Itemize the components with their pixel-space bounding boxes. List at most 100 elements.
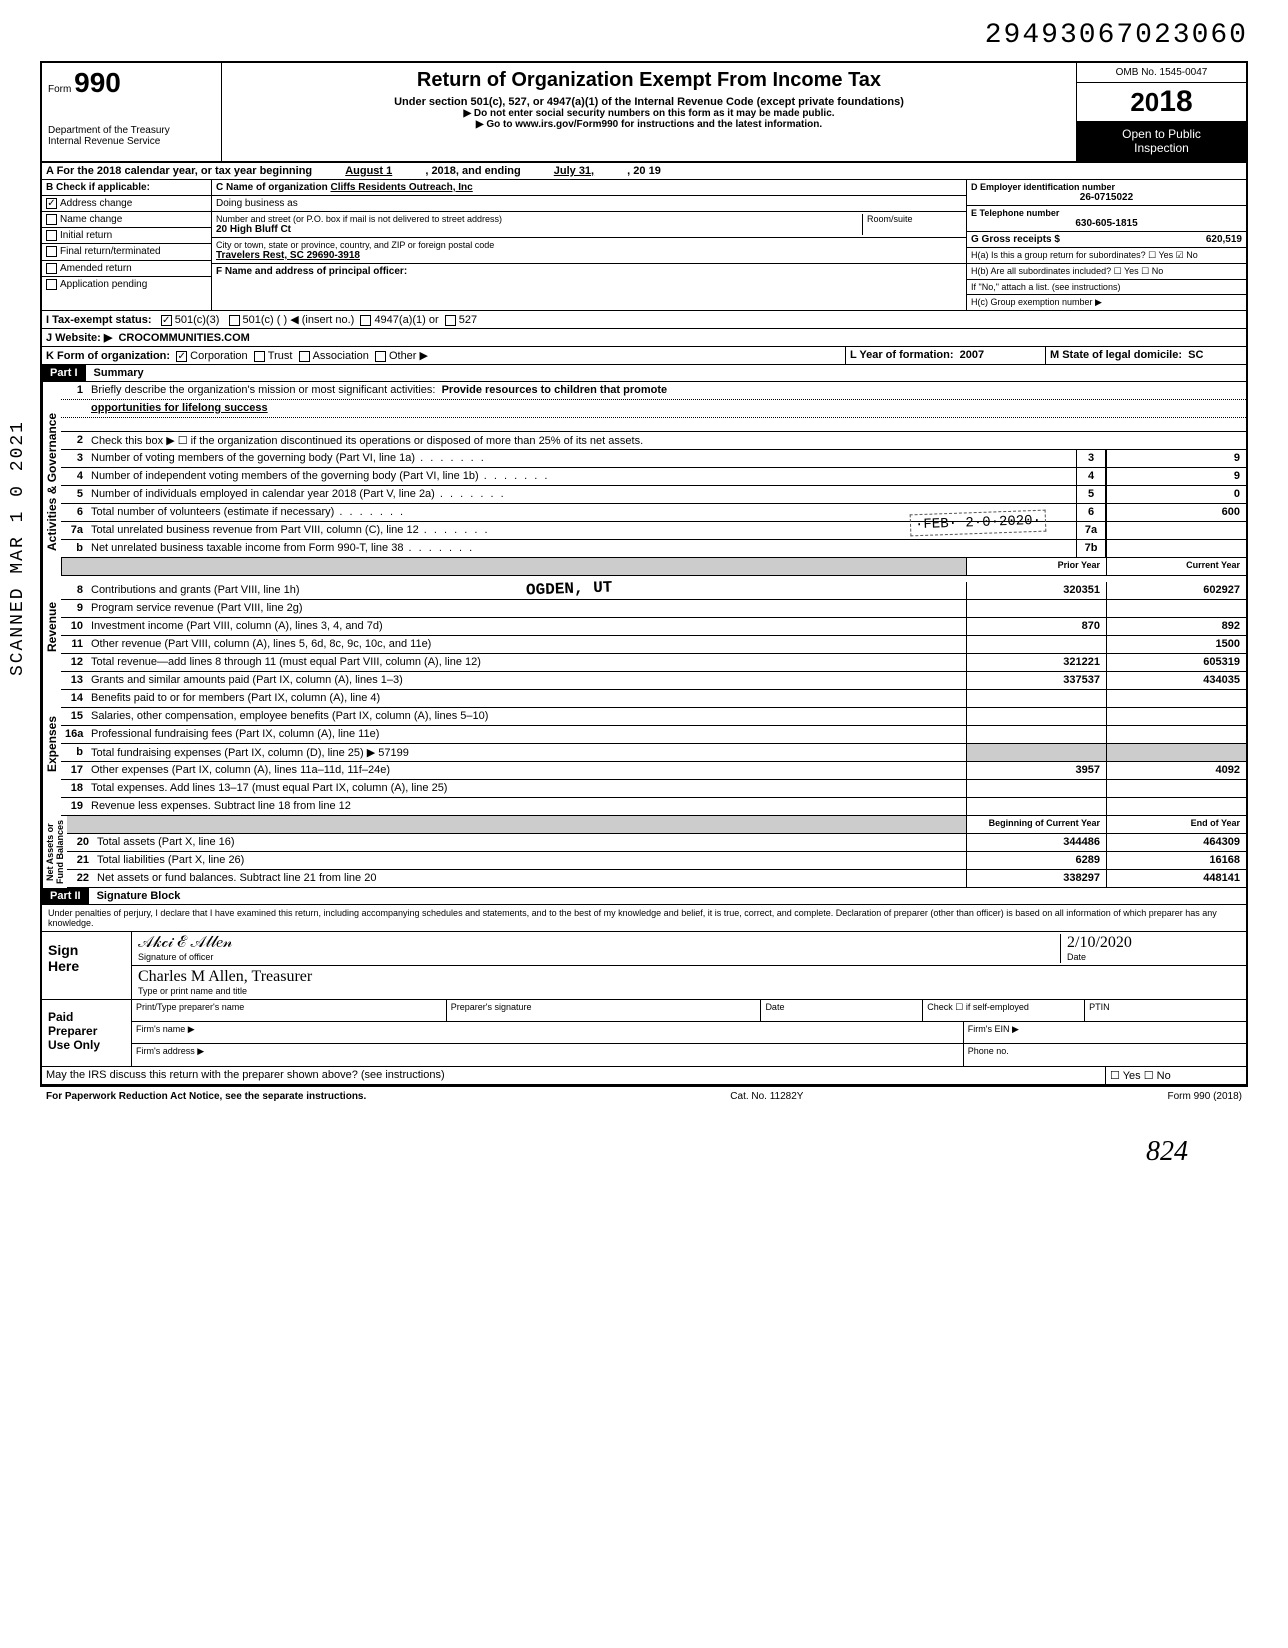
line-txt: Professional fundraising fees (Part IX, … (87, 726, 966, 743)
form-subtitle: Under section 501(c), 527, or 4947(a)(1)… (228, 96, 1070, 108)
line-a: A For the 2018 calendar year, or tax yea… (42, 163, 1246, 180)
line-box: 7b (1076, 540, 1106, 557)
line-num: 10 (61, 618, 87, 635)
line-prior: 338297 (966, 870, 1106, 887)
perjury-statement: Under penalties of perjury, I declare th… (42, 905, 1246, 932)
form-goto: ▶ Go to www.irs.gov/Form990 for instruct… (228, 119, 1070, 130)
line-num: 7a (61, 522, 87, 539)
header-mid: Return of Organization Exempt From Incom… (222, 63, 1076, 161)
summary-line: b Total fundraising expenses (Part IX, c… (61, 744, 1246, 762)
line-num: 16a (61, 726, 87, 743)
chk-name-change: Name change (42, 212, 211, 228)
page-number-handwritten: 824 (40, 1136, 1248, 1168)
checkbox-icon (46, 263, 57, 274)
dba-row: Doing business as (212, 196, 966, 212)
line-num: 14 (61, 690, 87, 707)
exp-lines: 13 Grants and similar amounts paid (Part… (61, 672, 1246, 816)
other: Other ▶ (389, 350, 428, 362)
footer-mid: Cat. No. 11282Y (730, 1091, 803, 1102)
line-curr (1106, 798, 1246, 815)
line-txt: Total assets (Part X, line 16) (93, 834, 966, 851)
checkbox-icon (254, 351, 265, 362)
line-prior (966, 780, 1106, 797)
col-b-label: B Check if applicable: (42, 180, 211, 196)
line-curr (1106, 744, 1246, 761)
line-1-val: Provide resources to children that promo… (442, 384, 668, 396)
line-num: 4 (61, 468, 87, 485)
line-txt: Total revenue—add lines 8 through 11 (mu… (87, 654, 966, 671)
year-formation: 2007 (960, 349, 984, 361)
section-bcd: B Check if applicable: Address change Na… (42, 180, 1246, 311)
form-prefix: Form (48, 84, 71, 95)
line-prior: 6289 (966, 852, 1106, 869)
summary-line: 18 Total expenses. Add lines 13–17 (must… (61, 780, 1246, 798)
line-val: 600 (1106, 504, 1246, 521)
line-prior: 320351 (966, 582, 1106, 599)
firm-addr-row: Firm's address ▶ Phone no. (132, 1044, 1246, 1066)
line-curr: 602927 (1106, 582, 1246, 599)
line-a-end: July 31, (524, 165, 624, 177)
website-value: CROCOMMUNITIES.COM (118, 332, 249, 344)
footer-right: Form 990 (2018) (1168, 1091, 1242, 1102)
line-2-txt: Check this box ▶ ☐ if the organization d… (87, 432, 1246, 449)
net-lines: Beginning of Current Year End of Year 20… (67, 816, 1246, 888)
chk-label: Initial return (60, 230, 112, 241)
line-box: 6 (1076, 504, 1106, 521)
summary-line: 21 Total liabilities (Part X, line 26) 6… (67, 852, 1246, 870)
line-curr: 464309 (1106, 834, 1246, 851)
footer-left: For Paperwork Reduction Act Notice, see … (46, 1091, 366, 1102)
line-num: 11 (61, 636, 87, 653)
addr-label: Number and street (or P.O. box if mail i… (216, 214, 862, 224)
line-num: 15 (61, 708, 87, 725)
may-irs-txt: May the IRS discuss this return with the… (42, 1067, 1106, 1084)
line-txt: Investment income (Part VIII, column (A)… (87, 618, 966, 635)
part-1-title: Summary (86, 367, 144, 379)
summary-line: 9 Program service revenue (Part VIII, li… (61, 600, 1246, 618)
shade-cell (61, 558, 966, 575)
line-num: 5 (61, 486, 87, 503)
checkbox-icon (46, 246, 57, 257)
hb-row: H(b) Are all subordinates included? ☐ Ye… (967, 264, 1246, 280)
line-txt: Other expenses (Part IX, column (A), lin… (87, 762, 966, 779)
org-name: Cliffs Residents Outreach, Inc (330, 182, 472, 193)
ein-label: D Employer identification number (971, 182, 1242, 192)
paid-right: Print/Type preparer's name Preparer's si… (132, 1000, 1246, 1066)
line-num: 6 (61, 504, 87, 521)
checkbox-icon (46, 230, 57, 241)
line-curr: 4092 (1106, 762, 1246, 779)
line-txt: Net unrelated business taxable income fr… (87, 540, 1076, 557)
spacer (87, 418, 1246, 431)
line-curr: 16168 (1106, 852, 1246, 869)
summary-line: 19 Revenue less expenses. Subtract line … (61, 798, 1246, 816)
checkbox-icon (375, 351, 386, 362)
document-id-number: 29493067023060 (40, 20, 1248, 51)
signature-line: 𝒜𝓀𝒸𝒾 ℰ 𝒜𝓁𝓁𝑒𝓃 Signature of officer 2/10/2… (132, 932, 1246, 966)
paid-col-1: Preparer's signature (447, 1000, 762, 1021)
prior-year-hdr: Prior Year (966, 558, 1106, 575)
checkbox-icon (299, 351, 310, 362)
vlabel-rev: Revenue (42, 582, 61, 672)
line-1b-num (61, 400, 87, 417)
paid-header: Print/Type preparer's name Preparer's si… (132, 1000, 1246, 1022)
paid-col-2: Date (761, 1000, 923, 1021)
line-txt: Total liabilities (Part X, line 26) (93, 852, 966, 869)
summary-line: 15 Salaries, other compensation, employe… (61, 708, 1246, 726)
501c: 501(c) ( (243, 314, 281, 326)
gross-value: 620,519 (1206, 234, 1242, 245)
date-caption: Date (1067, 952, 1086, 962)
net-header: Beginning of Current Year End of Year (67, 816, 1246, 834)
line-txt: Number of voting members of the governin… (87, 450, 1076, 467)
ein-value: 26-0715022 (971, 192, 1242, 203)
checkbox-icon (46, 279, 57, 290)
line-txt: Program service revenue (Part VIII, line… (87, 600, 966, 617)
paid-col-3: Check ☐ if self-employed (923, 1000, 1085, 1021)
shade-cell (67, 816, 966, 833)
4947a1: 4947(a)(1) or (374, 314, 438, 326)
line-j-label: J Website: ▶ (46, 332, 112, 344)
summary-line: 7a Total unrelated business revenue from… (61, 522, 1246, 540)
line-1b-txt: opportunities for lifelong success (87, 400, 1246, 417)
form-header: Form 990 Department of the Treasury Inte… (42, 63, 1246, 163)
line-num: 22 (67, 870, 93, 887)
line-txt: Benefits paid to or for members (Part IX… (87, 690, 966, 707)
line-curr (1106, 600, 1246, 617)
